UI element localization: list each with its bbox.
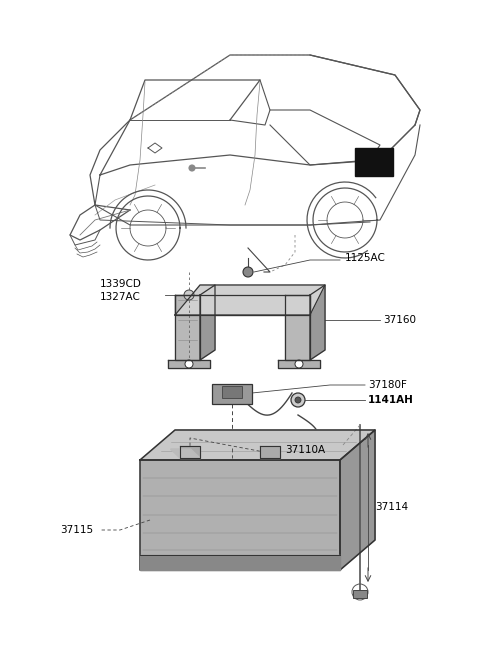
Polygon shape <box>260 446 280 458</box>
Text: 1327AC: 1327AC <box>100 292 141 302</box>
Circle shape <box>291 393 305 407</box>
Polygon shape <box>278 360 320 368</box>
Text: 1125AC: 1125AC <box>345 253 386 263</box>
Polygon shape <box>168 360 210 368</box>
Polygon shape <box>285 295 310 360</box>
Bar <box>212 384 252 404</box>
Polygon shape <box>175 295 200 360</box>
Bar <box>222 386 242 398</box>
Polygon shape <box>170 449 200 458</box>
Polygon shape <box>175 285 325 315</box>
Text: 37160: 37160 <box>383 315 416 325</box>
Bar <box>353 590 367 598</box>
Circle shape <box>184 290 194 300</box>
Polygon shape <box>200 285 215 360</box>
Polygon shape <box>140 460 340 570</box>
Text: 37180F: 37180F <box>368 380 407 390</box>
Circle shape <box>189 165 195 171</box>
Text: 1141AH: 1141AH <box>368 395 414 405</box>
Polygon shape <box>140 555 340 570</box>
Polygon shape <box>175 295 310 315</box>
Circle shape <box>295 360 303 368</box>
Polygon shape <box>140 430 375 460</box>
Text: 37110A: 37110A <box>285 445 325 455</box>
Circle shape <box>243 267 253 277</box>
Bar <box>355 148 393 176</box>
Circle shape <box>185 360 193 368</box>
Polygon shape <box>340 430 375 570</box>
Text: 37115: 37115 <box>60 525 93 535</box>
Circle shape <box>295 397 301 403</box>
Polygon shape <box>310 285 325 360</box>
Text: 37114: 37114 <box>375 502 408 512</box>
Text: 1339CD: 1339CD <box>100 279 142 289</box>
Polygon shape <box>180 446 200 458</box>
